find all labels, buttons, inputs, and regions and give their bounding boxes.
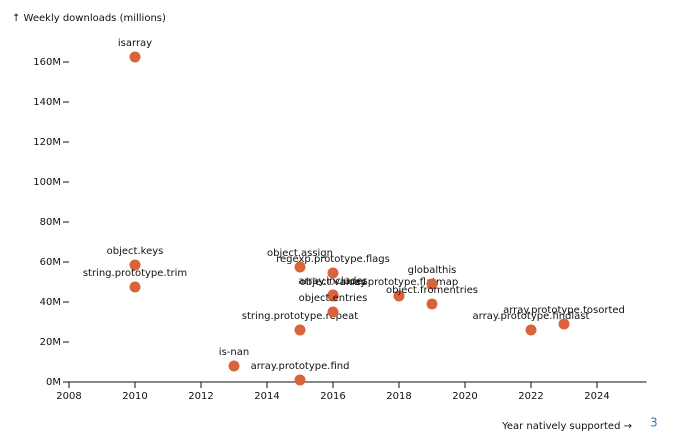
x-tick-label: 2016 [320, 391, 345, 402]
point-label: regexp.prototype.flags [276, 254, 390, 265]
footnote-link[interactable]: 3 [650, 416, 658, 430]
y-tick-label: 160M [33, 57, 61, 68]
x-tick-label: 2014 [254, 391, 279, 402]
point-label: object.entries [299, 293, 368, 304]
point-label: isarray [118, 38, 152, 49]
y-tick-label: 20M [40, 337, 61, 348]
y-tick-label: 60M [40, 257, 61, 268]
point [294, 374, 306, 386]
x-tick-label: 2022 [518, 391, 543, 402]
point [327, 267, 339, 279]
y-axis-label: ↑ Weekly downloads (millions) [12, 13, 166, 24]
x-axis-label: Year natively supported → [501, 421, 632, 432]
point-label: object.fromentries [386, 285, 478, 296]
x-tick-label: 2024 [584, 391, 609, 402]
point [558, 318, 570, 330]
point-label: is-nan [219, 347, 249, 358]
point [426, 298, 438, 310]
x-tick-label: 2008 [56, 391, 81, 402]
point-label: globalthis [408, 265, 457, 276]
x-tick-label: 2012 [188, 391, 213, 402]
point-label: string.prototype.repeat [242, 311, 358, 322]
point [327, 290, 339, 302]
point-label: array.includes [298, 276, 367, 287]
point [129, 281, 141, 293]
point-label: array.prototype.flatmap [340, 277, 458, 288]
y-tick-label: 80M [40, 217, 61, 228]
point [393, 290, 405, 302]
point-label: array.prototype.findlast [473, 311, 590, 322]
y-tick-label: 0M [46, 377, 61, 388]
y-tick-label: 140M [33, 97, 61, 108]
point-label: array.prototype.find [251, 361, 350, 372]
x-tick-label: 2018 [386, 391, 411, 402]
point [426, 278, 438, 290]
y-tick-label: 100M [33, 177, 61, 188]
point-label: array.prototype.tosorted [503, 305, 625, 316]
point-label: object.values [300, 277, 367, 288]
point [129, 259, 141, 271]
point-label: object.keys [107, 246, 164, 257]
y-tick-label: 40M [40, 297, 61, 308]
point-label: string.prototype.trim [83, 268, 187, 279]
y-tick-label: 120M [33, 137, 61, 148]
x-tick-label: 2010 [122, 391, 147, 402]
point [525, 324, 537, 336]
x-tick-label: 2020 [452, 391, 477, 402]
point [129, 51, 141, 63]
point [294, 324, 306, 336]
point-label: object.assign [267, 248, 333, 259]
point [228, 360, 240, 372]
point [327, 306, 339, 318]
point [294, 261, 306, 273]
